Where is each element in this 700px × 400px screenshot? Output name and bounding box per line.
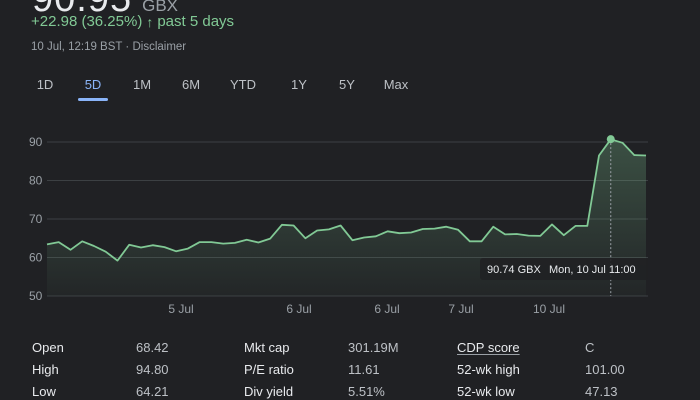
key-stats: Open 68.42 High 94.80 Low 64.21 Mkt cap … <box>0 336 700 400</box>
y-tick-label: 60 <box>29 251 43 265</box>
y-tick-label: 50 <box>29 289 43 303</box>
y-tick-label: 70 <box>29 212 43 226</box>
tab-max[interactable]: Max <box>383 77 409 92</box>
x-label: 6 Jul <box>286 302 311 316</box>
stat-label-52wk-low: 52-wk low <box>457 384 515 399</box>
meta-separator: · <box>125 41 130 53</box>
tab-6m[interactable]: 6M <box>181 77 201 92</box>
stat-label-high: High <box>32 362 59 377</box>
tab-1m[interactable]: 1M <box>132 77 152 92</box>
stat-value-high: 94.80 <box>136 362 169 377</box>
quote-timestamp: 10 Jul, 12:19 BST <box>31 41 123 53</box>
tab-ytd[interactable]: YTD <box>230 77 256 92</box>
tooltip: 90.74 GBX Mon, 10 Jul 11:00 <box>480 258 648 280</box>
price-change: +22.98 (36.25%) ↑ past 5 days <box>31 13 234 30</box>
tab-1d[interactable]: 1D <box>36 77 54 92</box>
stat-label-open: Open <box>32 340 64 355</box>
x-label: 5 Jul <box>168 302 193 316</box>
change-value: +22.98 (36.25%) <box>31 13 143 30</box>
disclaimer-link[interactable]: Disclaimer <box>132 41 187 53</box>
x-label: 7 Jul <box>448 302 473 316</box>
stat-value-div-yield: 5.51% <box>348 384 385 399</box>
stat-value-52wk-low: 47.13 <box>585 384 618 399</box>
stat-value-open: 68.42 <box>136 340 169 355</box>
quote-meta: 10 Jul, 12:19 BST · Disclaimer <box>31 41 186 53</box>
stat-value-52wk-high: 101.00 <box>585 362 625 377</box>
price-header: 90.95 GBX <box>32 0 178 21</box>
y-tick-label: 90 <box>29 135 43 149</box>
price-line <box>46 138 647 262</box>
stat-label-52wk-high: 52-wk high <box>457 362 520 377</box>
stat-value-cdp-score: C <box>585 340 595 355</box>
tab-1y[interactable]: 1Y <box>291 77 307 92</box>
arrow-up-icon: ↑ <box>146 13 154 30</box>
x-axis-labels: 5 Jul 6 Jul 6 Jul 7 Jul 10 Jul <box>168 302 565 316</box>
tab-5d[interactable]: 5D <box>78 74 108 101</box>
price-chart[interactable]: 50 60 70 80 90 90.74 GBX Mon, 10 Jul 11:00 5… <box>0 120 700 325</box>
tooltip-background <box>480 258 648 280</box>
highlight-point <box>606 135 615 144</box>
tooltip-value: 90.74 GBX <box>487 264 541 276</box>
stat-label-div-yield: Div yield <box>244 384 294 399</box>
stat-value-pe-ratio: 11.61 <box>348 362 380 377</box>
stat-label-pe-ratio: P/E ratio <box>244 362 294 377</box>
change-period: past 5 days <box>157 13 235 30</box>
stat-label-cdp-score[interactable]: CDP score <box>457 340 520 355</box>
y-tick-label: 80 <box>29 174 43 188</box>
stat-value-low: 64.21 <box>136 384 169 399</box>
stat-label-low: Low <box>32 384 56 399</box>
stat-value-mkt-cap: 301.19M <box>348 340 399 355</box>
x-label: 6 Jul <box>374 302 399 316</box>
x-label: 10 Jul <box>533 302 565 316</box>
y-axis-labels: 50 60 70 80 90 <box>29 135 43 303</box>
tooltip-date: Mon, 10 Jul 11:00 <box>549 264 636 276</box>
stat-label-mkt-cap: Mkt cap <box>244 340 290 355</box>
current-price: 90.95 <box>32 0 132 21</box>
currency-code: GBX <box>142 0 178 15</box>
tab-5y[interactable]: 5Y <box>339 77 355 92</box>
price-area <box>47 139 646 296</box>
